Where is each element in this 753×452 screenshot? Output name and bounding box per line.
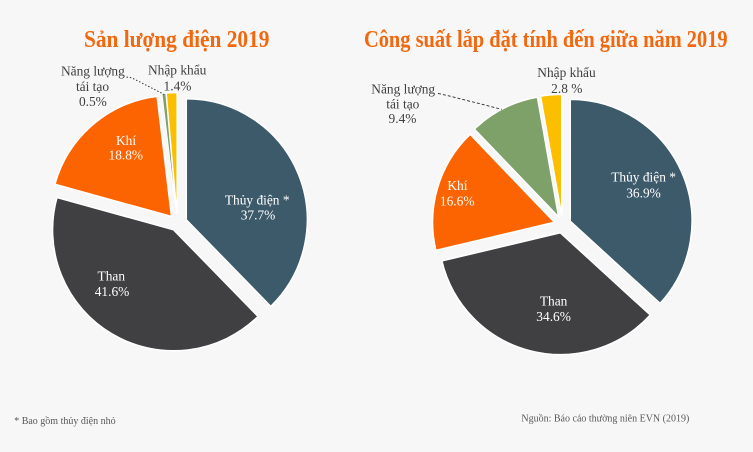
svg-text:41.6%: 41.6% [95,284,130,299]
svg-text:Sản lượng điện 2019: Sản lượng điện 2019 [84,27,270,53]
svg-text:16.6%: 16.6% [440,194,475,209]
svg-text:* Bao gồm thủy điện nhỏ: * Bao gồm thủy điện nhỏ [14,416,115,427]
svg-text:Nhập khẩu: Nhập khẩu [537,65,596,80]
svg-text:1.4%: 1.4% [164,79,192,94]
svg-text:Nguồn: Báo cáo thường niên EVN: Nguồn: Báo cáo thường niên EVN (2019) [521,414,689,425]
svg-text:Khí: Khí [447,178,467,193]
svg-text:Than: Than [540,293,568,308]
svg-text:Nhập khẩu: Nhập khẩu [148,63,207,78]
svg-text:18.8%: 18.8% [109,148,144,163]
svg-text:Than: Than [98,268,126,283]
svg-text:37.7%: 37.7% [241,208,276,223]
svg-text:Công suất lắp đặt tính đến giữ: Công suất lắp đặt tính đến giữa năm 2019 [364,27,728,53]
svg-text:0.5%: 0.5% [79,94,107,109]
svg-text:Năng lượng: Năng lượng [371,81,435,96]
svg-text:34.6%: 34.6% [536,309,571,324]
svg-text:9.4%: 9.4% [389,111,417,126]
svg-text:tái tạo: tái tạo [76,79,109,94]
svg-text:Thủy điện *: Thủy điện * [225,192,290,207]
svg-text:Thủy điện *: Thủy điện * [611,170,676,185]
svg-text:36.9%: 36.9% [626,186,661,201]
svg-text:Khí: Khí [116,133,136,148]
svg-text:2.8 %: 2.8 % [551,81,582,96]
svg-text:tái tạo: tái tạo [386,97,419,112]
svg-text:Năng lượng: Năng lượng [61,64,125,79]
